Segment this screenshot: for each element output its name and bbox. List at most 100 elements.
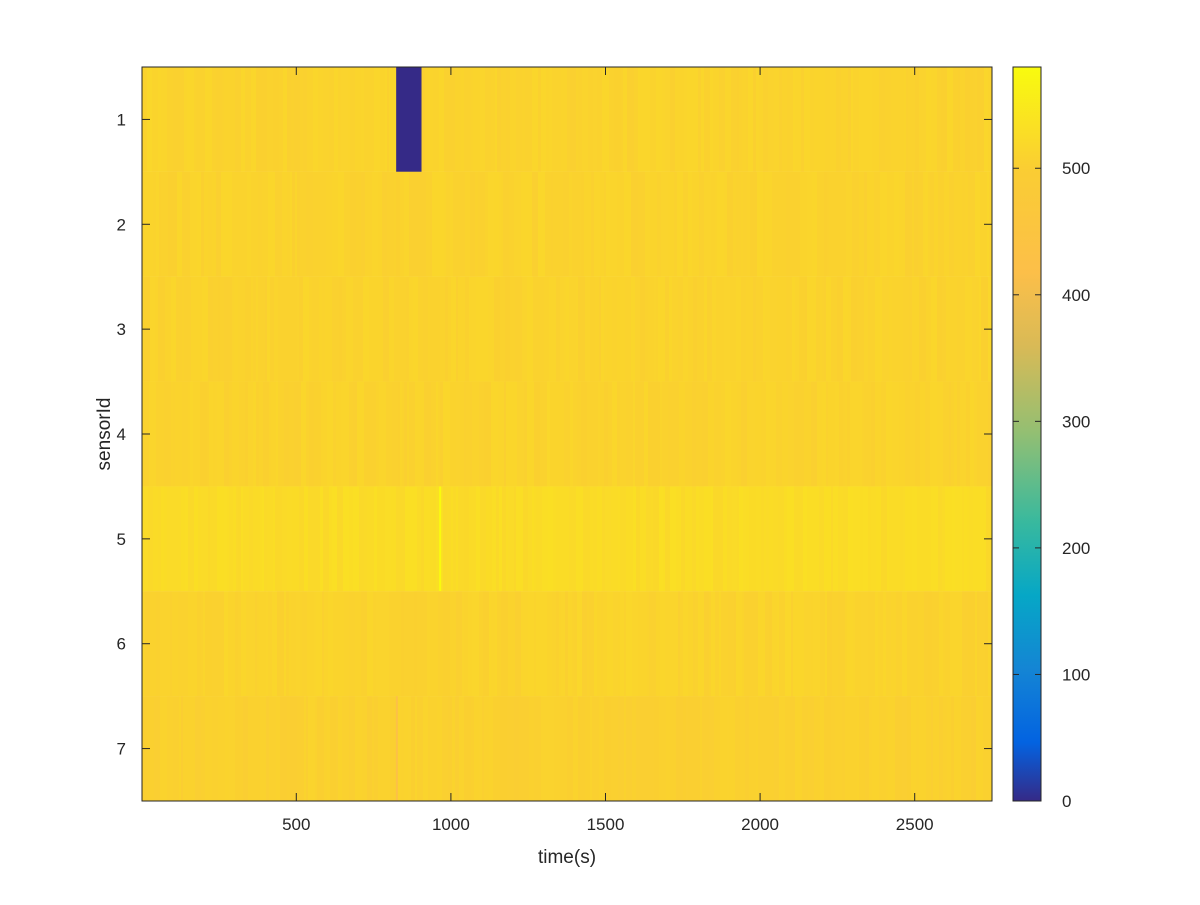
colorbar-tick-label: 200	[1062, 539, 1090, 558]
heatmap-texture	[391, 486, 396, 592]
heatmap-texture	[764, 486, 766, 592]
heatmap-texture	[804, 381, 811, 487]
heatmap-texture	[832, 591, 838, 697]
heatmap-texture	[527, 381, 534, 487]
heatmap-texture	[166, 591, 170, 697]
heatmap-texture	[980, 171, 985, 278]
heatmap-texture	[390, 696, 396, 802]
heatmap-texture	[355, 67, 361, 173]
heatmap-texture	[430, 276, 434, 383]
heatmap-texture	[648, 381, 654, 487]
heatmap-texture	[950, 276, 957, 383]
heatmap-texture	[831, 486, 833, 592]
heatmap-texture	[554, 696, 560, 802]
heatmap-texture	[275, 486, 282, 592]
heatmap-texture	[411, 486, 417, 592]
heatmap-texture	[256, 381, 259, 487]
heatmap-texture	[670, 486, 676, 592]
heatmap-texture	[257, 591, 259, 697]
heatmap-texture	[248, 381, 253, 487]
heatmap-texture	[324, 591, 328, 697]
heatmap-texture	[512, 381, 517, 487]
heatmap-texture	[658, 276, 665, 383]
heatmap-texture	[739, 67, 742, 173]
heatmap-texture	[894, 171, 899, 278]
heatmap-texture	[432, 591, 438, 697]
heatmap-texture	[333, 381, 336, 487]
heatmap-texture	[683, 171, 688, 278]
heatmap-texture	[373, 591, 376, 697]
heatmap-texture	[197, 591, 201, 697]
heatmap-texture	[309, 276, 312, 383]
heatmap-texture	[164, 381, 171, 487]
heatmap-texture	[947, 67, 949, 173]
heatmap-texture	[474, 696, 479, 802]
heatmap-texture	[541, 696, 547, 802]
heatmap-texture	[759, 67, 763, 173]
heatmap-texture	[450, 171, 453, 278]
heatmap-texture	[937, 381, 943, 487]
heatmap-texture	[830, 67, 836, 173]
heatmap-texture	[318, 67, 323, 173]
heatmap-texture	[976, 276, 979, 383]
heatmap-texture	[885, 67, 891, 173]
colorbar-tick-label: 300	[1062, 412, 1090, 431]
heatmap-texture	[353, 381, 357, 487]
heatmap-texture	[937, 276, 942, 383]
heatmap-texture	[179, 67, 184, 173]
heatmap-texture	[267, 276, 270, 383]
heatmap-texture	[753, 67, 756, 173]
heatmap-texture	[824, 171, 827, 278]
heatmap-texture	[228, 67, 235, 173]
heatmap-texture	[717, 171, 724, 278]
heatmap-texture	[867, 171, 874, 278]
heatmap-texture	[536, 486, 540, 592]
heatmap-texture	[232, 171, 236, 278]
heatmap-texture	[604, 381, 608, 487]
heatmap-texture	[755, 381, 761, 487]
heatmap-texture	[509, 171, 514, 278]
heatmap-texture	[618, 486, 620, 592]
heatmap-texture	[379, 381, 386, 487]
heatmap-texture	[221, 171, 226, 278]
heatmap-texture	[334, 67, 338, 173]
heatmap-texture	[188, 171, 190, 278]
heatmap-texture	[325, 276, 329, 383]
heatmap-texture	[889, 276, 892, 383]
heatmap-texture	[569, 486, 576, 592]
heatmap-texture	[938, 486, 942, 592]
heatmap-texture	[268, 171, 275, 278]
heatmap-texture	[686, 696, 688, 802]
heatmap-texture	[297, 171, 300, 278]
heatmap-anomaly-sensor-1	[396, 67, 422, 172]
heatmap-texture	[544, 276, 549, 383]
heatmap-texture	[576, 67, 578, 173]
heatmap-texture	[259, 591, 266, 697]
heatmap-texture	[597, 67, 602, 173]
heatmap-texture	[961, 276, 965, 383]
heatmap-texture	[194, 486, 198, 592]
heatmap-texture	[684, 67, 687, 173]
heatmap-texture	[404, 591, 409, 697]
heatmap-texture	[847, 381, 850, 487]
heatmap-texture	[665, 486, 670, 592]
heatmap-cells	[142, 67, 992, 802]
heatmap-texture	[400, 171, 404, 278]
heatmap-texture	[892, 276, 896, 383]
heatmap-texture	[440, 276, 445, 383]
heatmap-texture	[147, 696, 154, 802]
heatmap-texture	[761, 381, 766, 487]
heatmap-texture	[508, 486, 514, 592]
heatmap-texture	[291, 591, 296, 697]
heatmap-texture	[468, 67, 471, 173]
heatmap-texture	[363, 276, 369, 383]
heatmap-texture	[594, 171, 600, 278]
heatmap-texture	[472, 381, 476, 487]
heatmap-texture	[612, 276, 617, 383]
heatmap-texture	[235, 591, 238, 697]
heatmap-texture	[727, 486, 732, 592]
heatmap-texture	[173, 67, 179, 173]
heatmap-texture	[765, 171, 772, 278]
heatmap-texture	[371, 67, 374, 173]
heatmap-texture	[440, 381, 443, 487]
